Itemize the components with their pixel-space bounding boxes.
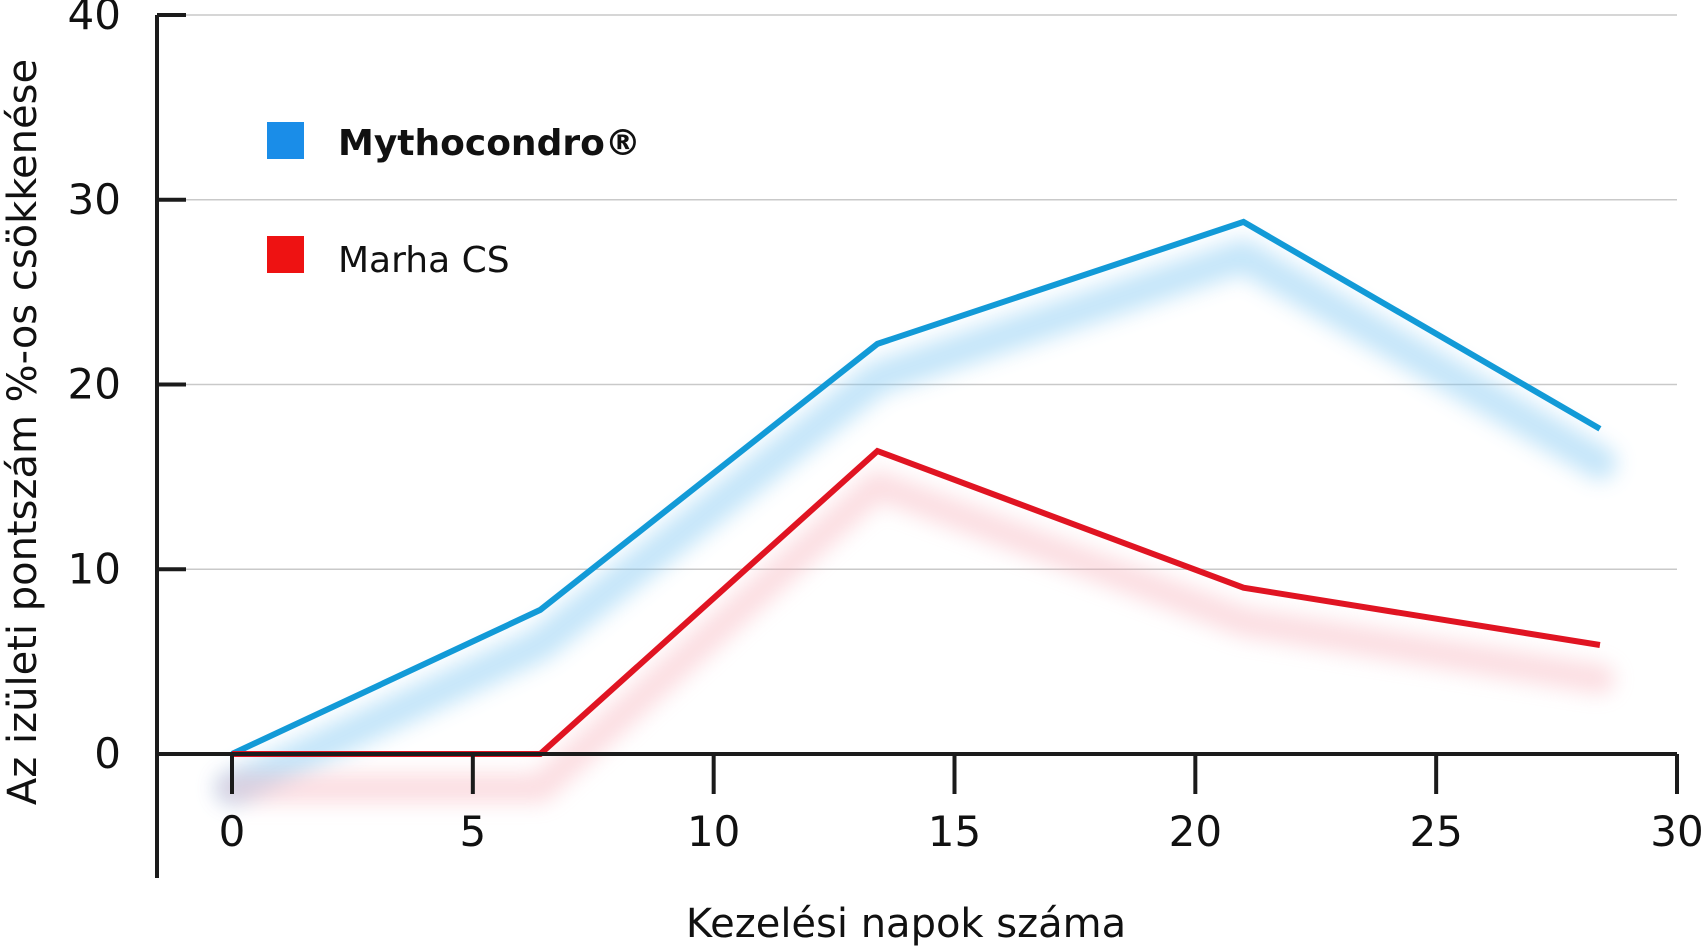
gridlines <box>157 14 1677 570</box>
x-tick-label: 25 <box>1409 807 1462 856</box>
legend: Mythocondro® Marha CS <box>267 122 641 281</box>
series-glows <box>215 238 1617 805</box>
x-tick-label: 15 <box>928 807 981 856</box>
x-axis-title: Kezelési napok száma <box>686 901 1126 947</box>
x-tick-label: 20 <box>1169 807 1222 856</box>
legend-label-mythocondro: Mythocondro® <box>338 123 641 164</box>
y-tick-label: 0 <box>94 729 121 778</box>
y-axis-title: Az izületi pontszám %-os csökkenése <box>0 59 46 805</box>
series-glow <box>217 470 1615 803</box>
y-tick-label: 10 <box>68 544 121 593</box>
x-tick-label: 0 <box>219 807 246 856</box>
y-tick-label: 30 <box>68 175 121 224</box>
y-tick-label: 20 <box>68 360 121 409</box>
x-tick-label: 10 <box>687 807 740 856</box>
series-glow <box>215 238 1617 805</box>
legend-label-marha-cs: Marha CS <box>338 240 510 281</box>
y-tick-label: 40 <box>68 0 121 39</box>
axes: 0 10 20 30 40 0 5 10 15 20 25 30 <box>68 0 1703 878</box>
x-tick-label: 5 <box>459 807 486 856</box>
legend-swatch-marha-cs <box>267 236 304 273</box>
legend-swatch-mythocondro <box>267 122 304 159</box>
x-tick-label: 30 <box>1650 807 1703 856</box>
